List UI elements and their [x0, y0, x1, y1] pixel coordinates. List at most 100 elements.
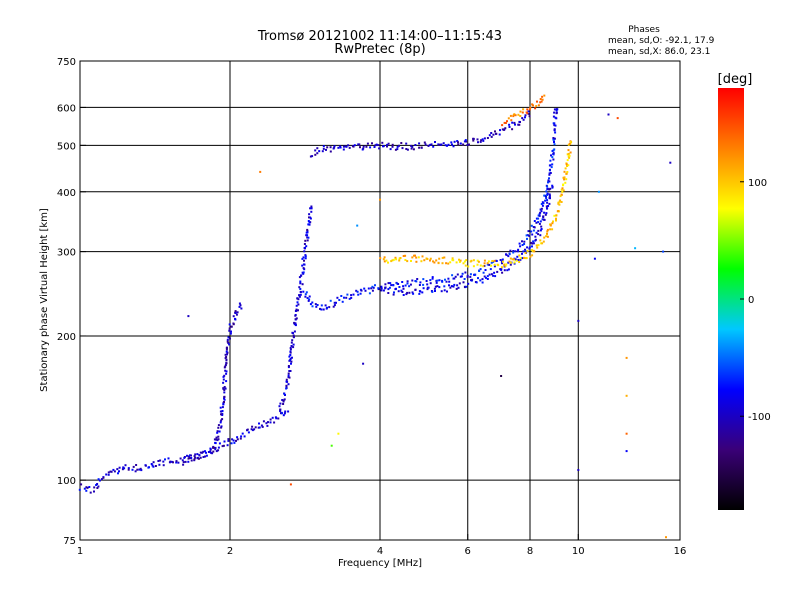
trace-point: [302, 290, 305, 293]
trace-point: [217, 446, 220, 449]
trace-point: [541, 95, 544, 98]
trace-point: [304, 293, 307, 296]
trace-point: [540, 228, 543, 230]
trace-point: [535, 105, 538, 108]
trace-point: [450, 285, 453, 288]
scatter-point: [259, 170, 262, 173]
trace-point: [316, 304, 319, 306]
trace-point: [190, 459, 193, 462]
trace-point: [298, 294, 301, 297]
trace-point: [506, 269, 509, 272]
trace-point: [514, 250, 517, 253]
trace-point: [299, 282, 302, 285]
trace-point: [447, 262, 450, 265]
trace-point: [109, 470, 112, 473]
stats-heading: Phases: [628, 25, 660, 35]
trace-point: [308, 213, 311, 216]
trace-point: [435, 281, 438, 284]
trace-point: [138, 468, 141, 471]
trace-point: [515, 259, 518, 262]
trace-point: [287, 376, 290, 378]
trace-point: [477, 260, 480, 263]
trace-point: [127, 468, 130, 471]
trace-point: [432, 145, 435, 148]
trace-point: [490, 132, 493, 134]
trace-point: [518, 242, 521, 245]
trace-point: [398, 144, 400, 147]
trace-point: [283, 392, 286, 395]
trace-point: [405, 293, 408, 296]
trace-point: [353, 144, 356, 147]
trace-point: [391, 143, 394, 146]
trace-point: [416, 278, 419, 280]
trace-point: [568, 154, 571, 157]
trace-point: [320, 304, 323, 307]
trace-point: [521, 252, 523, 255]
trace-point: [253, 428, 256, 431]
y-tick-label: 750: [57, 57, 76, 68]
trace-point: [184, 460, 187, 463]
trace-point: [214, 448, 217, 451]
trace-point: [429, 257, 432, 260]
scatter-point: [662, 250, 665, 253]
trace-point: [452, 145, 455, 148]
trace-point: [453, 277, 456, 280]
x-tick-label: 4: [377, 546, 383, 557]
trace-point: [282, 400, 285, 403]
trace-point: [532, 229, 535, 232]
trace-point: [459, 142, 462, 145]
trace-point: [479, 140, 482, 143]
trace-point: [498, 133, 501, 136]
trace-point: [508, 126, 511, 128]
trace-point: [503, 263, 506, 266]
trace-point: [459, 275, 462, 278]
trace-point: [473, 273, 476, 276]
trace-point: [223, 398, 226, 401]
trace-point: [555, 219, 557, 222]
trace-point: [464, 139, 467, 142]
trace-point: [521, 111, 524, 114]
trace-point: [358, 143, 361, 146]
trace-point: [281, 412, 283, 415]
trace-point: [422, 287, 425, 290]
trace-point: [420, 146, 423, 149]
trace-point: [307, 236, 310, 239]
trace-point: [491, 260, 494, 262]
trace-point: [251, 429, 254, 432]
trace-point: [352, 145, 355, 148]
trace-point: [386, 145, 388, 148]
trace-point: [85, 489, 88, 492]
trace-point: [221, 412, 224, 415]
trace-point: [194, 456, 197, 459]
trace-point: [465, 259, 468, 262]
trace-point: [507, 255, 510, 258]
trace-point: [541, 98, 544, 101]
trace-point: [493, 265, 496, 268]
trace-point: [472, 137, 475, 140]
trace-point: [151, 464, 154, 467]
trace-point: [371, 285, 374, 288]
trace-point: [437, 262, 440, 265]
trace-point: [289, 347, 292, 349]
trace-point: [553, 108, 556, 111]
trace-point: [387, 142, 390, 145]
trace-point: [560, 193, 563, 196]
trace-point: [324, 304, 327, 307]
trace-point: [390, 284, 393, 287]
trace-point: [225, 346, 228, 349]
trace-point: [538, 213, 541, 216]
trace-point: [225, 350, 228, 353]
trace-point: [316, 152, 319, 155]
trace-point: [285, 384, 288, 387]
trace-point: [212, 450, 215, 453]
trace-point: [547, 181, 549, 184]
trace-point: [315, 305, 318, 308]
trace-point: [553, 148, 556, 151]
trace-point: [221, 445, 224, 448]
trace-point: [539, 101, 542, 104]
trace-point: [548, 173, 551, 176]
colorbar-tick-label: -100: [748, 412, 771, 423]
trace-point: [410, 144, 413, 147]
trace-point: [436, 279, 439, 282]
trace-point: [222, 375, 225, 378]
